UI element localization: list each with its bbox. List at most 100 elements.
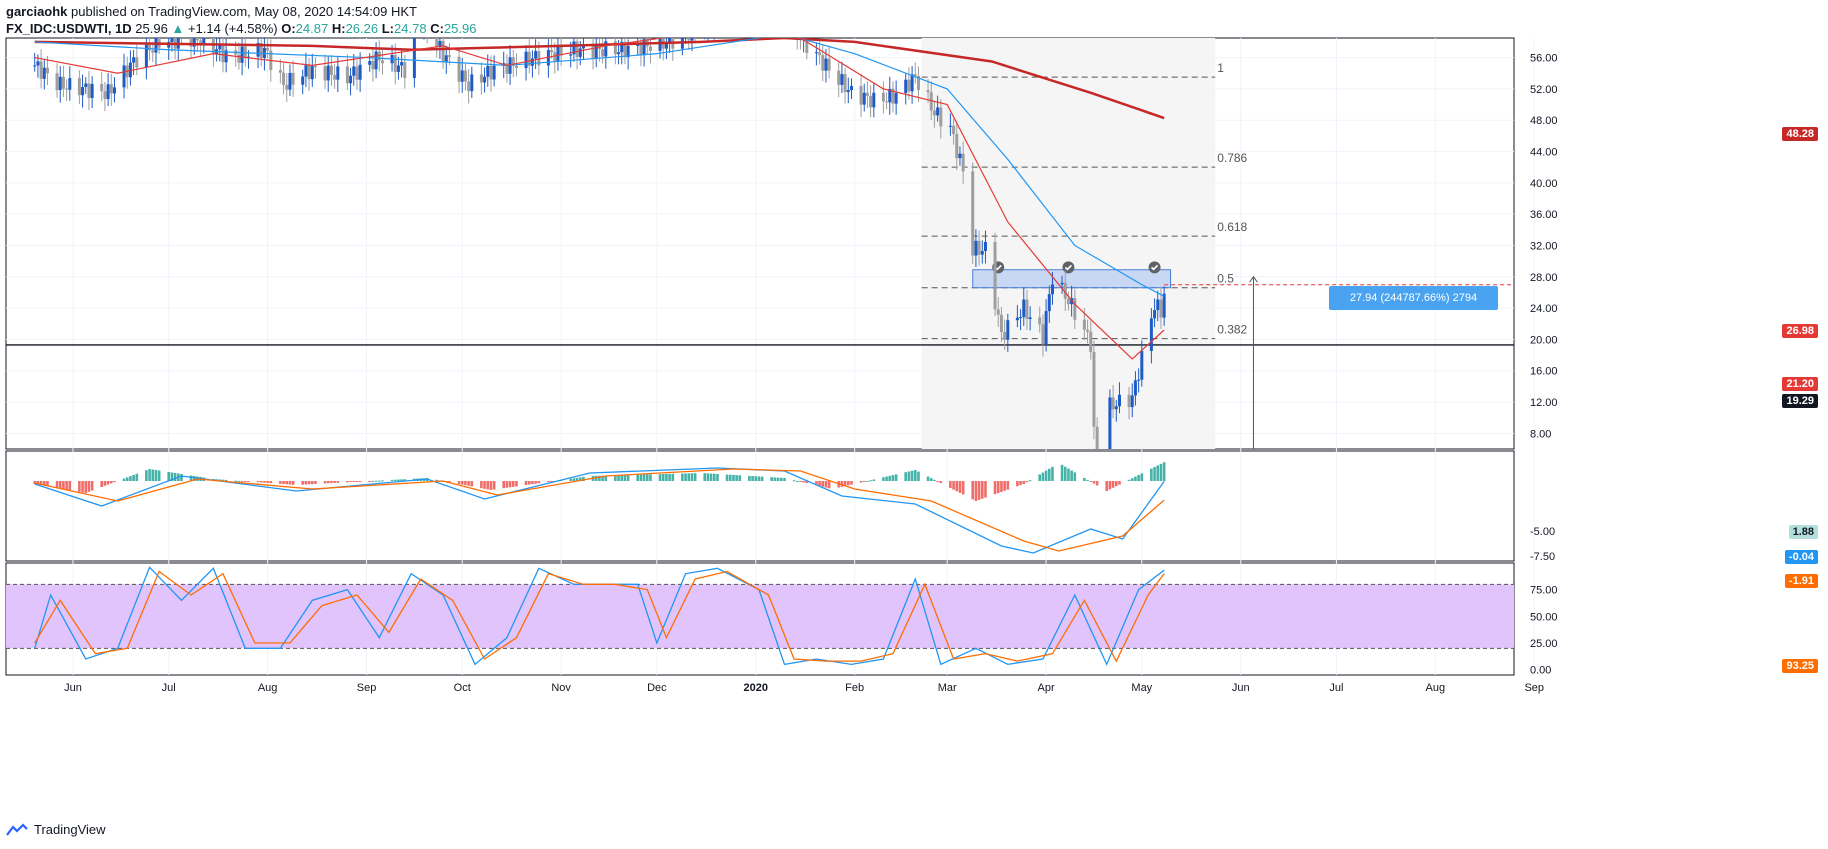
macd-bar <box>888 475 892 481</box>
macd-bar <box>907 471 911 481</box>
macd-bar <box>515 481 518 487</box>
price-tick-label: 44.00 <box>1530 147 1558 159</box>
macd-bar <box>1092 481 1096 484</box>
macd-bar <box>377 480 381 482</box>
candle-body <box>368 61 372 65</box>
macd-bar <box>1019 481 1022 486</box>
macd-bar <box>1044 470 1048 481</box>
candle-body <box>553 52 557 62</box>
macd-bar <box>1162 462 1166 481</box>
macd-bar <box>712 473 716 481</box>
macd-bar <box>904 472 908 481</box>
macd-bar <box>524 481 528 486</box>
tradingview-brand[interactable]: TradingView <box>6 822 106 837</box>
candle-body <box>732 11 735 14</box>
open-label: O: <box>281 21 296 36</box>
x-tick-label: Jul <box>1329 682 1343 694</box>
candle-body <box>326 65 330 81</box>
macd-bar <box>381 480 384 482</box>
candle-body <box>304 65 308 77</box>
candle-body <box>572 41 576 55</box>
chart-canvas[interactable]: 1 0.786 0.618 0.5 0.382 56.00 52.00 48.00 44.00 4… <box>0 0 1828 820</box>
candle-body <box>971 171 975 256</box>
macd-bar <box>1137 475 1140 481</box>
candle-body <box>827 58 831 71</box>
macd-bar <box>470 481 474 487</box>
macd-bar <box>958 481 962 493</box>
candle-body <box>843 74 847 93</box>
candle-body <box>710 15 713 29</box>
macd-bar <box>1041 472 1045 481</box>
candle-body <box>578 48 582 57</box>
candle-body <box>371 61 375 70</box>
candle-body <box>907 79 911 92</box>
macd-bar <box>90 481 94 491</box>
macd-bar <box>330 481 333 484</box>
macd-bar <box>505 481 509 488</box>
macd-bar <box>1127 479 1131 481</box>
price-change: +1.14 (+4.58%) <box>187 21 278 36</box>
macd-bar <box>703 473 707 481</box>
macd-bar <box>929 478 933 481</box>
measure-arrow-head <box>1249 275 1258 283</box>
candle-body <box>132 57 136 63</box>
macd-bar <box>125 477 129 481</box>
high-value: 26.26 <box>345 21 379 36</box>
price-tick-label: 40.00 <box>1530 178 1558 190</box>
macd-bar <box>598 475 601 481</box>
candle-body <box>262 47 266 58</box>
candle-body <box>511 57 515 66</box>
macd-bar <box>1000 481 1003 492</box>
candle-body <box>103 91 107 99</box>
x-tick-label: Jul <box>162 682 176 694</box>
macd-bar <box>748 475 751 481</box>
candle-body <box>716 12 719 19</box>
macd-bar <box>135 473 139 481</box>
macd-bar <box>301 481 305 485</box>
macd-bar <box>1016 481 1019 487</box>
macd-bar <box>269 481 273 484</box>
candle-body <box>81 86 85 96</box>
candle-body <box>1149 318 1153 351</box>
macd-bar <box>690 473 694 481</box>
candle-body <box>514 65 518 69</box>
macd-bar <box>799 481 802 482</box>
candle-body <box>333 74 337 80</box>
macd-bar <box>891 475 895 481</box>
candle-body <box>486 65 490 77</box>
price-pane <box>5 37 1515 450</box>
macd-bar <box>145 470 148 481</box>
macd-bar <box>732 474 735 481</box>
macd-bar <box>776 477 780 481</box>
macd-bar <box>1105 481 1109 491</box>
ma200-price-tag: 48.28 <box>1782 127 1818 141</box>
macd-pane <box>5 450 1515 562</box>
macd-bar <box>578 477 582 481</box>
macd-bar <box>1118 481 1121 485</box>
macd-bar <box>464 481 467 486</box>
candle-body <box>470 74 474 92</box>
macd-bar <box>221 479 225 481</box>
macd-bar <box>1089 481 1093 482</box>
candle-body <box>658 38 662 51</box>
macd-bar <box>936 481 939 482</box>
author-name[interactable]: garciaohk <box>6 4 68 19</box>
candle-body <box>218 45 222 50</box>
macd-bar <box>483 481 486 489</box>
macd-bar <box>489 481 493 490</box>
macd-bar <box>827 481 831 489</box>
stoch-tick-label: 75.00 <box>1530 585 1558 597</box>
macd-bar <box>243 481 247 482</box>
macd-bar <box>779 477 783 481</box>
macd-bar <box>636 474 640 481</box>
macd-bar <box>802 481 805 483</box>
candle-body <box>726 12 729 25</box>
candle-body <box>694 23 697 31</box>
macd-bar <box>157 470 161 481</box>
macd-bar <box>735 475 738 481</box>
candle-body <box>952 125 956 135</box>
candle-body <box>859 85 863 105</box>
macd-bar <box>279 481 282 484</box>
macd-bar <box>256 481 260 483</box>
macd-bar <box>980 481 984 499</box>
